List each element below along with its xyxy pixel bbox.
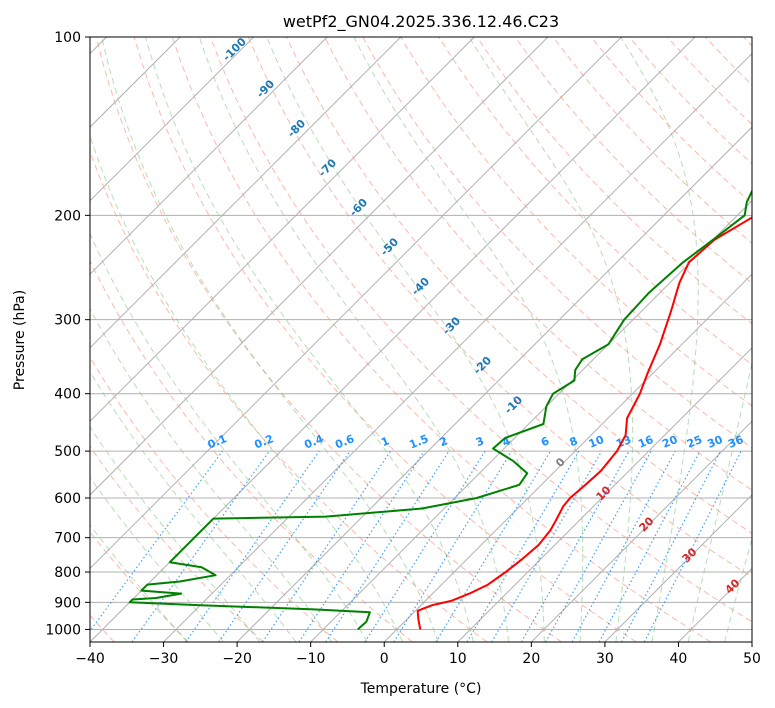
- moist-adiabat: [468, 37, 634, 642]
- y-axis-title: Pressure (hPa): [12, 290, 28, 390]
- x-tick-label: −30: [149, 651, 179, 667]
- x-tick-label: 30: [596, 651, 614, 667]
- mixing-ratio-label: 16: [636, 433, 655, 451]
- dry-adiabat: [90, 356, 339, 642]
- sounding-profiles: [128, 189, 752, 631]
- mixing-ratio-line: [520, 450, 630, 642]
- moist-adiabat: [90, 524, 188, 642]
- isotherm-gridline: [236, 126, 752, 642]
- dewpoint-profile-line: [128, 189, 752, 631]
- dry-adiabat: [95, 37, 562, 642]
- axes: −40 −30 −20 −10 0 10 20 30 40 50 100 200 300 400 500 60…: [45, 30, 761, 667]
- moist-adiabat: [687, 360, 752, 642]
- mixing-ratio-label: 8: [568, 434, 580, 449]
- isotherm-gridline: [457, 347, 752, 642]
- x-tick-label: 40: [670, 651, 688, 667]
- mixing-ratio-line: [545, 450, 652, 642]
- moist-adiabat: [266, 37, 545, 642]
- moist-adiabat: [90, 426, 261, 642]
- isotherm-gridline: [163, 52, 752, 642]
- mixing-ratio-label: 36: [726, 433, 745, 451]
- y-tick-label: 400: [54, 387, 81, 403]
- mixing-ratio-line: [571, 450, 676, 642]
- plot-frame: [89, 36, 753, 643]
- isotherm-gridline: [90, 37, 622, 570]
- x-tick-label: −40: [75, 651, 105, 667]
- y-tick-label: 200: [54, 208, 81, 224]
- moist-adiabat: [145, 37, 474, 642]
- mixing-ratio-line: [185, 450, 320, 642]
- dry-adiabat: [324, 37, 752, 491]
- x-tick-label: −20: [222, 651, 252, 667]
- temperature-profile-line: [416, 216, 752, 630]
- mixing-ratio-label: 20: [660, 433, 679, 451]
- mixing-ratio-line: [218, 450, 351, 642]
- dry-adiabat: [286, 37, 752, 534]
- x-tick-label: 10: [449, 651, 467, 667]
- moist-adiabat: [198, 37, 510, 642]
- mixing-ratio-label: 30: [706, 433, 725, 451]
- y-tick-label: 800: [54, 565, 81, 581]
- chart-title: wetPf2_GN04.2025.336.12.46.C23: [283, 12, 559, 32]
- mixing-ratio-line: [466, 450, 580, 642]
- dry-adiabat: [171, 37, 712, 642]
- y-tick-label: 700: [54, 531, 81, 547]
- moist-adiabat: [101, 37, 439, 642]
- x-axis-title: Temperature (°C): [360, 681, 482, 697]
- isotherm-gridline: [383, 273, 752, 642]
- background-lines: [90, 37, 752, 642]
- y-tick-label: 300: [54, 313, 81, 329]
- isotherm-gridline: [530, 420, 752, 642]
- y-tick-label: 600: [54, 491, 81, 507]
- mixing-ratio-label: 10: [587, 433, 606, 451]
- isotherm-gridline: [90, 37, 255, 202]
- dry-adiabat: [90, 445, 264, 642]
- x-tick-label: 20: [522, 651, 540, 667]
- isotherm-gridline: [90, 37, 328, 275]
- mixing-ratio-line: [393, 450, 513, 642]
- moist-adiabat: [724, 536, 752, 642]
- mixing-ratio-label: 25: [685, 433, 704, 451]
- moist-adiabat: [353, 37, 584, 642]
- x-tick-label: −10: [296, 651, 326, 667]
- isotherm-gridline: [90, 37, 402, 349]
- mixing-ratio-label: 1: [379, 434, 391, 449]
- isotherm-gridline: [90, 37, 549, 496]
- y-tick-label: 100: [54, 30, 81, 46]
- dry-adiabat: [209, 37, 752, 623]
- dry-adiabat: [133, 37, 637, 642]
- moist-adiabat: [90, 232, 368, 642]
- isotherm-gridline: [310, 199, 752, 642]
- x-tick-label: 50: [743, 651, 761, 667]
- y-tick-label: 500: [54, 444, 81, 460]
- mixing-ratio-line: [435, 450, 551, 642]
- x-tick-label: 0: [380, 651, 389, 667]
- mixing-ratio-line: [491, 450, 603, 642]
- mixing-ratio-line: [364, 450, 486, 642]
- dry-adiabat: [247, 37, 752, 578]
- moist-adiabat: [90, 307, 333, 642]
- isotherm-gridline: [90, 37, 475, 423]
- isotherm-gridline: [604, 494, 752, 642]
- mixing-ratio-label: 2: [438, 434, 450, 449]
- y-tick-label: 900: [54, 595, 81, 611]
- dry-adiabat: [514, 37, 752, 284]
- moist-adiabat: [90, 370, 297, 642]
- dry-adiabat: [90, 259, 413, 642]
- moist-adiabat: [620, 37, 699, 642]
- y-tick-label: 1000: [45, 622, 81, 638]
- mixing-ratio-line: [325, 450, 450, 642]
- mixing-ratio-label: 3: [474, 434, 486, 449]
